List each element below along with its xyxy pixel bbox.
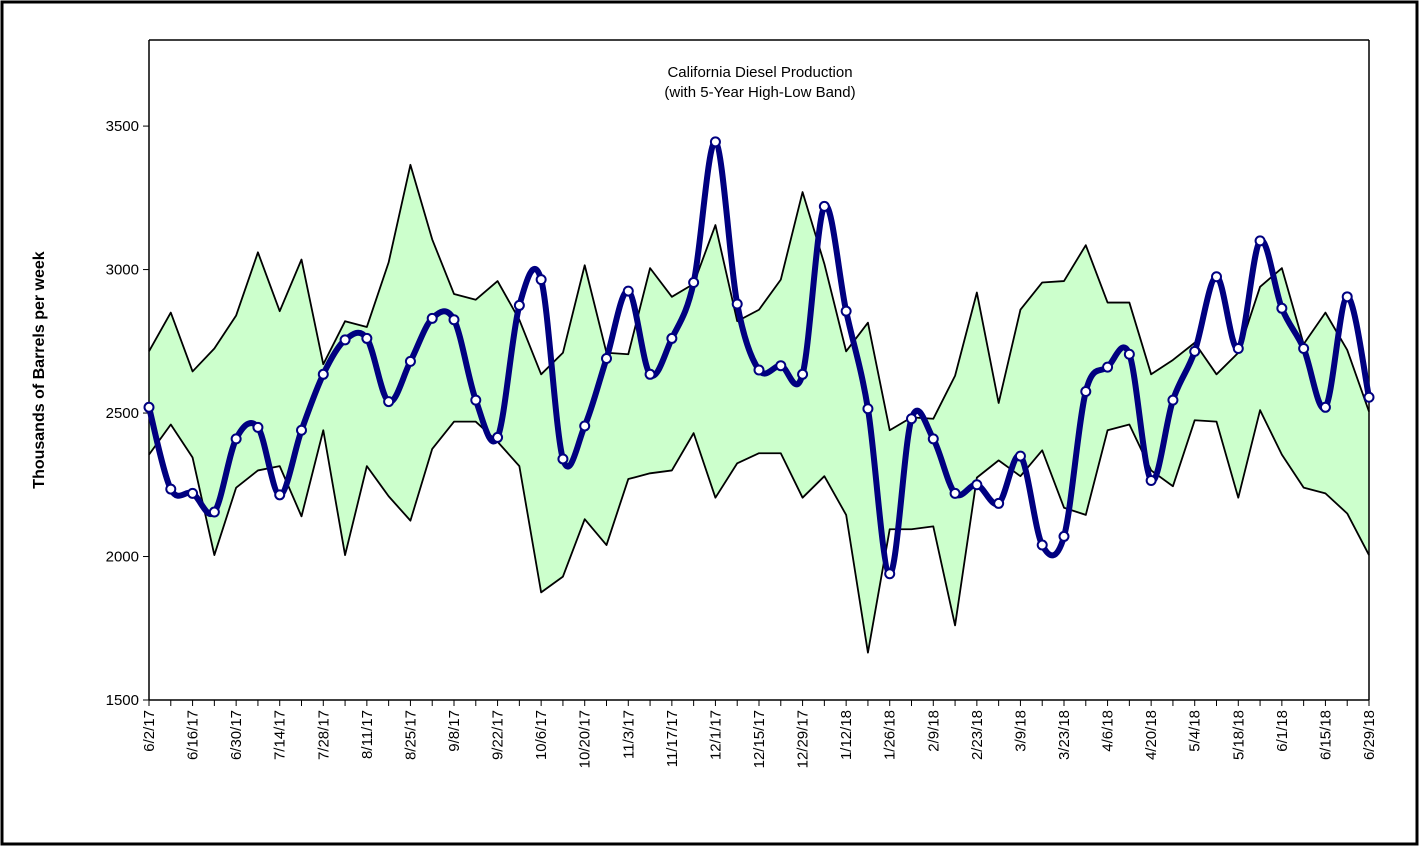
- data-point: [383, 396, 395, 408]
- data-point: [709, 136, 721, 148]
- x-tick-label: 6/15/18: [1317, 710, 1334, 760]
- data-point: [906, 413, 917, 425]
- x-tick-label: 1/26/18: [882, 710, 899, 760]
- y-tick-label: 2000: [106, 549, 139, 566]
- x-tick-label: 4/20/18: [1143, 710, 1160, 760]
- data-point: [1058, 530, 1070, 542]
- data-point: [1014, 450, 1026, 462]
- data-point: [470, 394, 482, 406]
- data-point: [317, 368, 329, 380]
- data-point: [1276, 302, 1288, 314]
- data-point: [1319, 401, 1331, 413]
- data-point: [797, 368, 809, 380]
- x-tick-label: 2/9/18: [925, 710, 942, 752]
- data-point: [949, 487, 961, 499]
- x-tick-label: 10/6/17: [533, 710, 550, 760]
- y-tick-label: 3000: [106, 262, 139, 279]
- data-point: [448, 314, 460, 326]
- data-point: [187, 487, 199, 499]
- data-point: [840, 305, 852, 317]
- data-point: [557, 453, 569, 465]
- data-point: [1363, 391, 1375, 403]
- x-tick-label: 7/14/17: [272, 710, 289, 760]
- data-point: [1232, 342, 1244, 354]
- data-point: [993, 497, 1005, 509]
- x-tick-label: 8/11/17: [359, 710, 376, 759]
- x-tick-label: 9/8/17: [446, 710, 463, 752]
- x-tick-label: 12/29/17: [795, 710, 812, 768]
- x-tick-label: 12/15/17: [751, 710, 768, 768]
- data-point: [1102, 361, 1114, 373]
- data-point: [1080, 386, 1092, 398]
- band-line: [148, 409, 1370, 654]
- data-point: [165, 483, 177, 495]
- data-point: [971, 479, 983, 491]
- data-point: [927, 433, 939, 445]
- data-point: [775, 360, 787, 372]
- data-point: [1254, 235, 1266, 247]
- data-point: [884, 568, 896, 580]
- data-point: [426, 312, 438, 324]
- x-tick-label: 6/29/18: [1361, 710, 1378, 760]
- data-point: [274, 489, 286, 501]
- data-point: [731, 298, 743, 310]
- x-tick-label: 4/6/18: [1100, 710, 1117, 752]
- data-point: [818, 200, 830, 212]
- data-point: [252, 421, 264, 433]
- data-point: [535, 274, 547, 286]
- data-point: [688, 276, 700, 288]
- data-point: [753, 364, 765, 376]
- data-point: [361, 332, 373, 344]
- data-point: [296, 424, 307, 436]
- x-tick-label: 8/25/17: [402, 710, 419, 760]
- x-tick-label: 6/1/18: [1274, 710, 1291, 752]
- data-point: [513, 299, 525, 311]
- x-tick-label: 1/12/18: [838, 710, 855, 760]
- data-point: [622, 285, 634, 297]
- data-point: [1298, 342, 1310, 354]
- x-tick-label: 11/3/17: [620, 710, 637, 759]
- data-point: [1123, 348, 1135, 360]
- data-point: [492, 431, 504, 443]
- x-tick-label: 11/17/17: [664, 710, 681, 767]
- data-point: [644, 368, 656, 380]
- y-tick-label: 3500: [106, 118, 139, 135]
- x-tick-label: 5/4/18: [1187, 710, 1204, 752]
- data-point: [339, 334, 351, 346]
- x-tick-label: 10/20/17: [577, 710, 594, 768]
- data-point: [143, 401, 155, 413]
- x-tick-label: 12/1/17: [707, 710, 724, 760]
- x-tick-label: 3/23/18: [1056, 710, 1073, 760]
- x-tick-label: 6/16/17: [185, 710, 202, 760]
- data-point: [601, 353, 612, 365]
- chart-title: California Diesel Production: [667, 64, 852, 81]
- data-point: [1211, 271, 1222, 283]
- data-point: [1145, 474, 1157, 486]
- y-tick-label: 1500: [106, 692, 139, 709]
- band-area: [149, 164, 1369, 653]
- data-point: [1189, 345, 1201, 357]
- data-point: [208, 506, 220, 518]
- y-axis-title: Thousands of Barrels per week: [31, 251, 48, 489]
- data-point: [230, 433, 242, 445]
- chart-subtitle: (with 5-Year High-Low Band): [664, 84, 855, 101]
- band-line: [148, 163, 1370, 432]
- x-tick-label: 7/28/17: [315, 710, 332, 760]
- data-point: [666, 332, 678, 344]
- x-tick-label: 3/9/18: [1012, 710, 1029, 752]
- x-tick-label: 6/30/17: [228, 710, 245, 760]
- data-point: [404, 355, 416, 367]
- data-point: [1341, 291, 1353, 303]
- data-point: [1036, 539, 1048, 551]
- x-tick-label: 6/2/17: [141, 710, 158, 752]
- data-point: [862, 403, 874, 415]
- y-tick-label: 2500: [106, 405, 139, 422]
- data-point: [579, 420, 591, 432]
- x-tick-label: 2/23/18: [969, 710, 986, 760]
- data-point: [1167, 394, 1179, 406]
- x-tick-label: 9/22/17: [490, 710, 507, 760]
- x-tick-label: 5/18/18: [1230, 710, 1247, 760]
